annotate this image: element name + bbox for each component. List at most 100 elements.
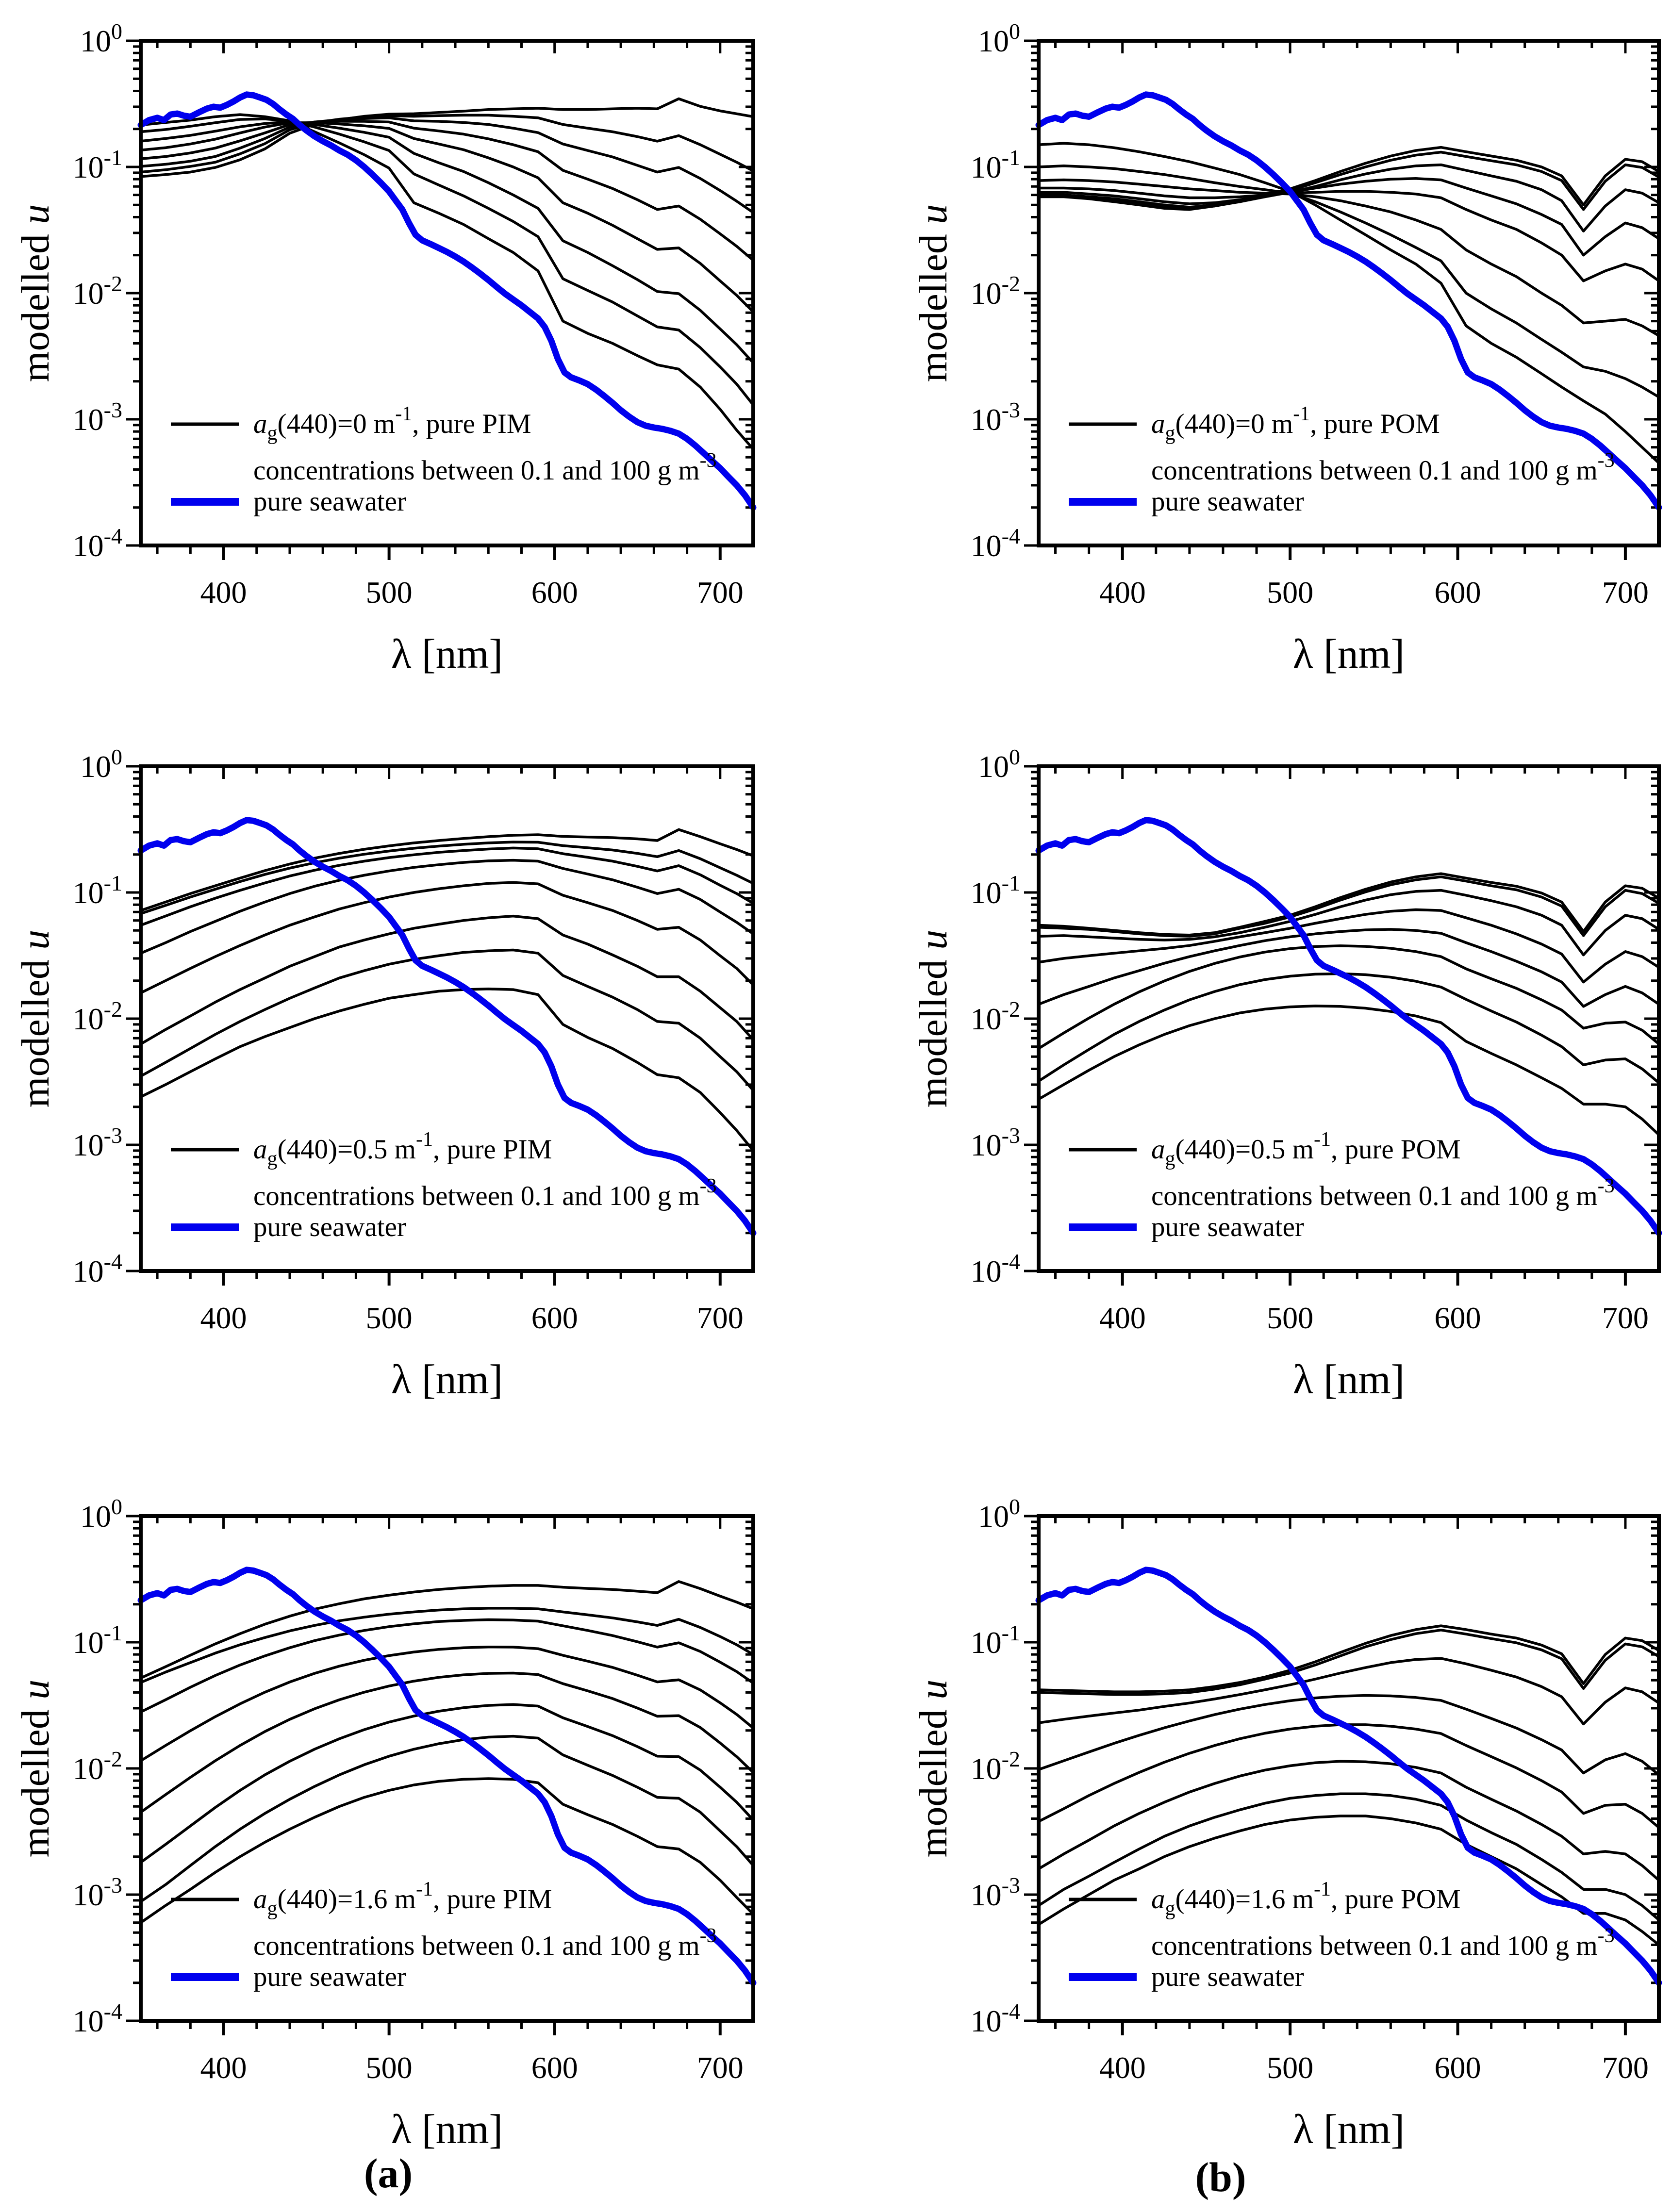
x-tick-label: 500 — [366, 1301, 413, 1335]
legend-label-seawater: pure seawater — [253, 1962, 406, 1992]
legend-label-seawater: pure seawater — [1151, 1212, 1304, 1242]
y-axis-title: modelled u — [13, 930, 57, 1108]
particle-concentration-curve-4 — [1037, 1723, 1660, 1829]
x-tick-label: 600 — [531, 2050, 578, 2085]
particle-concentration-curve-8 — [1037, 872, 1660, 937]
particle-concentration-curve-5 — [1037, 1694, 1660, 1776]
x-tick-label: 700 — [697, 1301, 744, 1335]
particle-concentration-curve-6 — [139, 1618, 755, 1714]
chart-panel-bottom-left: 100 10-1 10-2 10-3 10-4 400 500 600 700 modelled … — [13, 1494, 757, 2152]
legend-label-concentrations: concentrations between 0.1 and 100 g m-3 — [1151, 1925, 1615, 1961]
y-tick-label: 10-3 — [971, 397, 1020, 437]
chart-panel-middle-left: 100 10-1 10-2 10-3 10-4 400 500 600 700 modelled … — [13, 744, 757, 1403]
pure-seawater-curve — [137, 1567, 757, 1986]
particle-concentration-curve-4 — [139, 1671, 755, 1814]
particle-concentration-curve-1 — [139, 1777, 755, 1924]
caption-a: (a) — [364, 2150, 413, 2196]
particle-concentration-curve-1 — [1037, 1005, 1660, 1137]
particle-concentration-curve-5 — [139, 858, 755, 955]
legend-label-particles: ag(440)=0.5 m-1, pure PIM — [253, 1128, 552, 1170]
x-tick-label: 600 — [1435, 1301, 1481, 1335]
y-tick-label: 10-4 — [971, 524, 1020, 563]
y-tick-label: 10-3 — [971, 1123, 1020, 1162]
particle-concentration-curve-6 — [1037, 163, 1660, 232]
particle-concentration-curve-8 — [1037, 1624, 1660, 1693]
x-tick-label: 400 — [200, 1301, 247, 1335]
y-tick-label: 10-2 — [971, 1747, 1020, 1786]
particle-concentration-curve-2 — [1037, 165, 1660, 398]
chart-panel-top-right: 100 10-1 10-2 10-3 10-4 400 500 600 700 modelled … — [911, 19, 1662, 677]
x-axis-title: λ [nm] — [391, 630, 503, 677]
particle-concentration-curve-7 — [139, 1607, 755, 1684]
y-tick-label: 100 — [80, 744, 122, 784]
legend-label-seawater: pure seawater — [1151, 486, 1304, 517]
legend-label-particles: ag(440)=1.6 m-1, pure POM — [1151, 1878, 1461, 1920]
legend-label-seawater: pure seawater — [1151, 1962, 1304, 1992]
particle-concentration-curve-2 — [139, 948, 755, 1092]
plot-frame — [1037, 764, 1661, 1273]
y-tick-label: 10-4 — [73, 1249, 122, 1288]
particle-concentration-curve-5 — [1037, 908, 1660, 984]
x-tick-label: 500 — [366, 575, 413, 610]
x-tick-label: 600 — [1435, 2050, 1481, 2085]
particle-concentration-curve-8 — [139, 1580, 755, 1680]
y-axis-title: modelled u — [911, 930, 955, 1108]
pure-seawater-curve — [1035, 817, 1662, 1237]
plot-frame — [139, 764, 755, 1273]
particle-concentration-curve-5 — [139, 1645, 755, 1762]
particle-concentration-curve-1 — [1037, 1815, 1660, 1947]
x-axis-title: λ [nm] — [1293, 2106, 1405, 2152]
x-tick-label: 600 — [531, 1301, 578, 1335]
chart-panel-top-left: 100 10-1 10-2 10-3 10-4 400 500 600 700 modelled … — [13, 19, 757, 677]
y-tick-label: 10-4 — [971, 1999, 1020, 2038]
legend-label-particles: ag(440)=1.6 m-1, pure PIM — [253, 1878, 552, 1920]
particle-concentration-curve-2 — [1037, 1792, 1660, 1921]
x-tick-label: 400 — [200, 575, 247, 610]
x-tick-label: 400 — [1099, 575, 1146, 610]
legend-label-particles: ag(440)=0 m-1, pure PIM — [253, 403, 531, 445]
x-tick-label: 500 — [366, 2050, 413, 2085]
caption-b: (b) — [1195, 2154, 1246, 2200]
x-tick-label: 700 — [1602, 1301, 1649, 1335]
y-axis-title: modelled u — [911, 204, 955, 382]
x-tick-label: 400 — [200, 2050, 247, 2085]
plot-frame — [139, 39, 755, 547]
particle-concentration-curve-4 — [1037, 928, 1660, 1008]
particle-concentration-curve-8 — [139, 97, 755, 178]
particle-concentration-curve-6 — [1037, 1657, 1660, 1726]
particle-concentration-curve-3 — [1037, 1760, 1660, 1882]
particle-concentration-curve-4 — [139, 881, 755, 994]
y-tick-label: 10-2 — [971, 997, 1020, 1036]
legend-label-concentrations: concentrations between 0.1 and 100 g m-3 — [253, 1175, 717, 1211]
legend-label-concentrations: concentrations between 0.1 and 100 g m-3 — [253, 449, 717, 486]
y-tick-label: 10-3 — [73, 397, 122, 437]
plot-frame — [139, 1514, 755, 2023]
y-tick-label: 10-3 — [971, 1873, 1020, 1912]
particle-concentration-curve-7 — [139, 841, 755, 915]
pure-seawater-curve — [137, 91, 757, 511]
legend-label-concentrations: concentrations between 0.1 and 100 g m-3 — [253, 1925, 717, 1961]
x-axis-title: λ [nm] — [1293, 1356, 1405, 1403]
particle-concentration-curve-3 — [1037, 178, 1660, 337]
y-tick-label: 100 — [80, 1494, 122, 1534]
particle-concentration-curve-7 — [1037, 1629, 1660, 1696]
x-tick-label: 500 — [1267, 2050, 1313, 2085]
y-tick-label: 10-2 — [73, 997, 122, 1036]
x-axis-title: λ [nm] — [391, 2106, 503, 2152]
x-tick-label: 700 — [1602, 2050, 1649, 2085]
pure-seawater-curve — [137, 817, 757, 1237]
x-axis-title: λ [nm] — [391, 1356, 503, 1403]
x-tick-label: 500 — [1267, 1301, 1313, 1335]
legend-label-concentrations: concentrations between 0.1 and 100 g m-3 — [1151, 449, 1615, 486]
y-tick-label: 100 — [978, 19, 1020, 58]
legend-label-particles: ag(440)=0.5 m-1, pure POM — [1151, 1128, 1461, 1170]
legend-label-seawater: pure seawater — [253, 486, 406, 517]
y-tick-label: 10-4 — [73, 1999, 122, 2038]
particle-concentration-curve-1 — [139, 113, 755, 451]
chart-panel-bottom-right: 100 10-1 10-2 10-3 10-4 400 500 600 700 modelled … — [911, 1494, 1662, 2152]
particle-concentration-curve-5 — [139, 120, 755, 262]
y-tick-label: 10-4 — [73, 524, 122, 563]
y-axis-title: modelled u — [13, 204, 57, 382]
particle-concentration-curve-5 — [1037, 177, 1660, 257]
x-tick-label: 700 — [697, 575, 744, 610]
